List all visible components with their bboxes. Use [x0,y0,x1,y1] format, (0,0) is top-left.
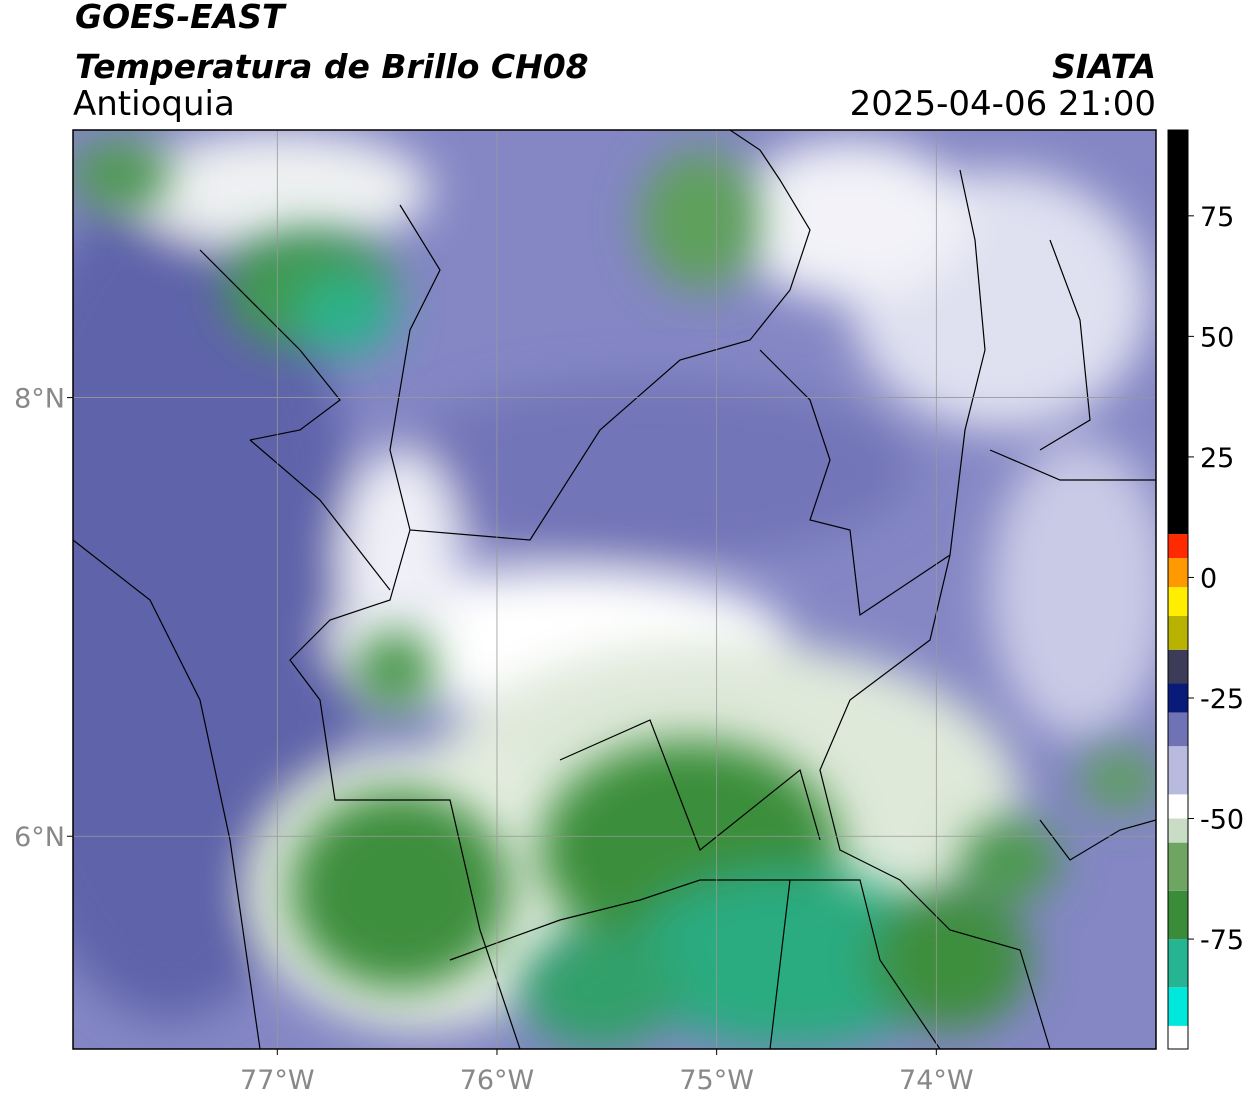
colorbar-segment [1168,987,1188,1026]
subtitle: Temperatura de Brillo CH08 [75,47,589,86]
colorbar-segment [1168,649,1188,684]
satellite-image [73,130,1156,1049]
colorbar-tick-label: 75 [1200,202,1234,233]
region: Antioquia [73,84,235,124]
colorbar-segment [1168,558,1188,588]
colorbar-segment [1168,1025,1188,1049]
colorbar-segment [1168,712,1188,747]
x-tick-label: 76°W [460,1065,535,1096]
colorbar-segment [1168,818,1188,843]
colorbar-tick-label: -75 [1200,925,1244,956]
colorbar-tick-label: 0 [1200,563,1217,594]
title: GOES-EAST [75,0,287,36]
colorbar-tick-label: 50 [1200,322,1234,353]
colorbar-segment [1168,587,1188,617]
colorbar-frame [1167,129,1189,1050]
map-frame [72,129,1157,1050]
y-tick-label: 6°N [14,822,65,853]
datetime: 2025-04-06 21:00 [850,84,1156,124]
y-tick-label: 8°N [14,384,65,415]
colorbar-segment [1168,616,1188,650]
x-tick-label: 74°W [899,1065,974,1096]
colorbar-segment [1168,746,1188,795]
colorbar-tick-label: 25 [1200,443,1234,474]
colorbar-tick-label: -50 [1200,805,1244,836]
x-tick-label: 75°W [679,1065,754,1096]
x-tick-label: 77°W [240,1065,315,1096]
colorbar-segment [1168,534,1188,559]
colorbar-tick-label: -25 [1200,684,1244,715]
source: SIATA [1052,47,1156,86]
colorbar-segment [1168,939,1188,988]
colorbar-segment [1168,130,1188,535]
colorbar-segment [1168,794,1188,819]
colorbar-segment [1168,683,1188,713]
colorbar-segment [1168,842,1188,891]
gridlines [73,130,1156,1049]
colorbar-segment [1168,890,1188,940]
